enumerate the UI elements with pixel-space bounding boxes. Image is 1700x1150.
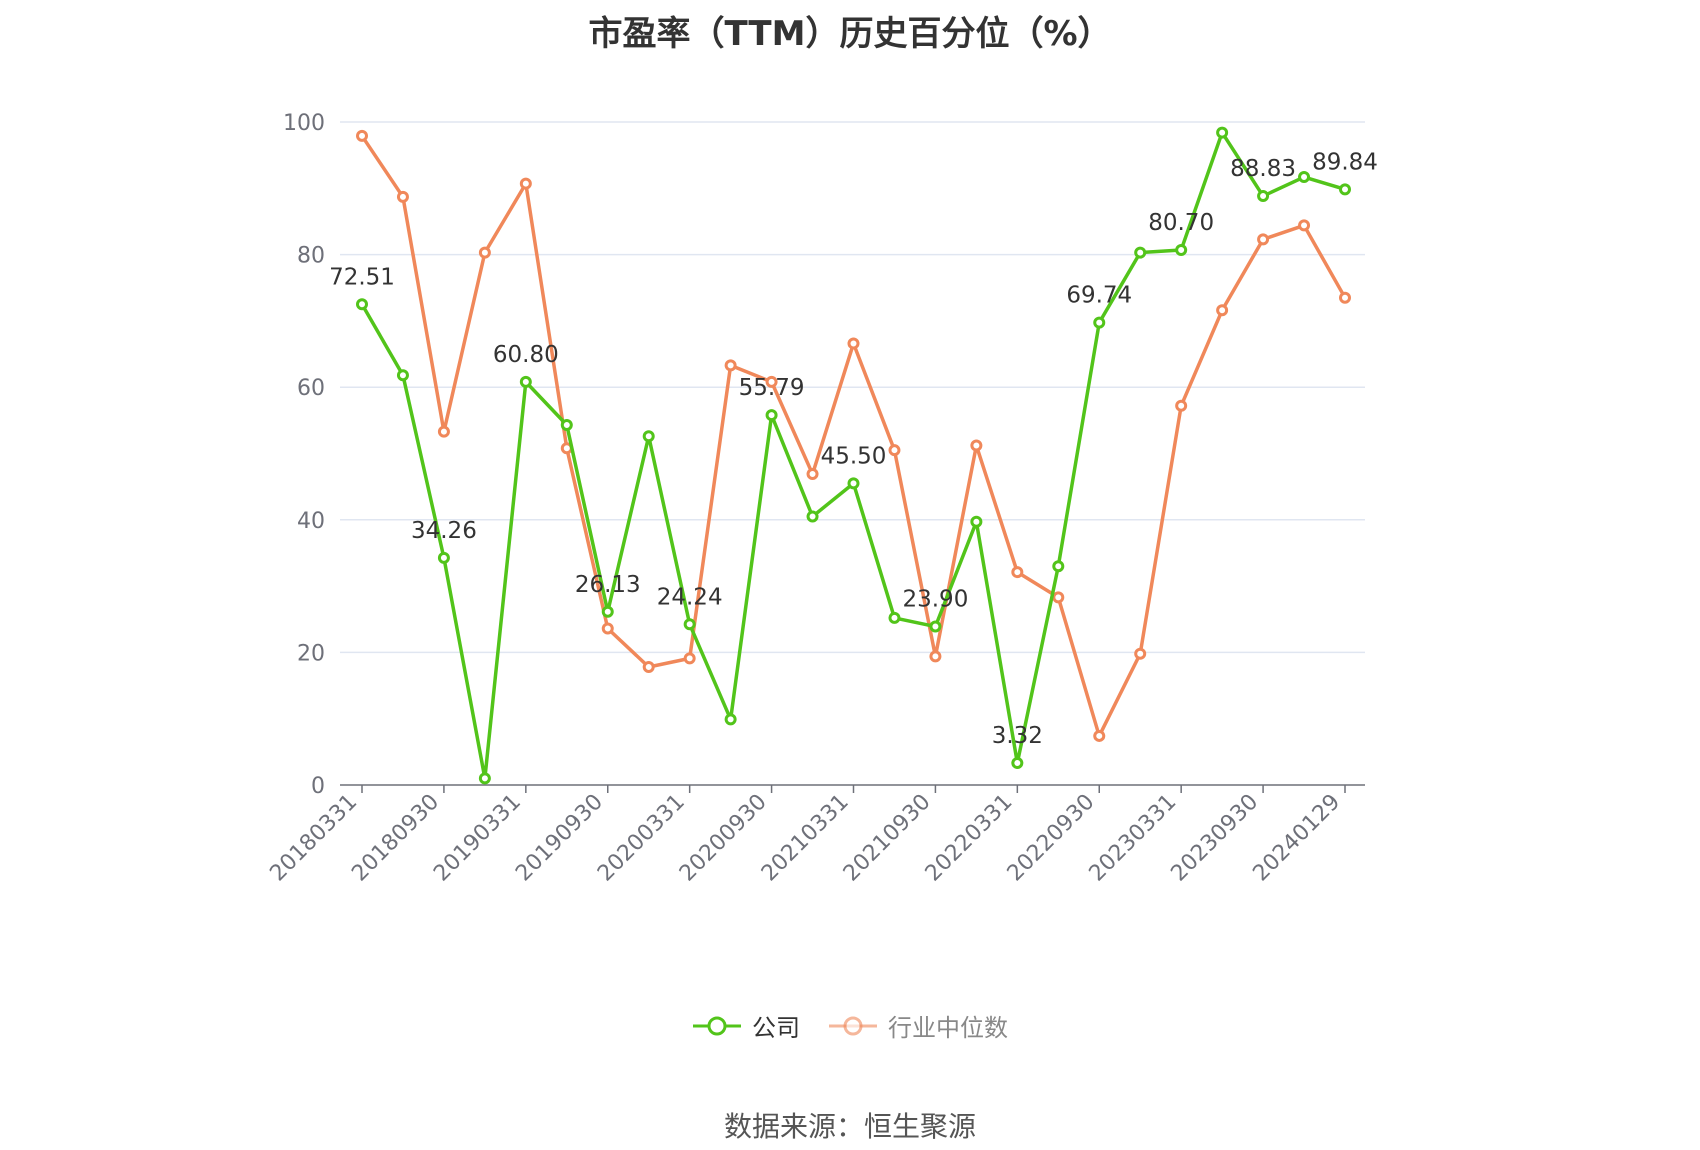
data-point-company [478, 772, 491, 785]
data-point-company [642, 430, 655, 443]
data-point-industry-median [396, 190, 409, 203]
data-point-company [1257, 190, 1270, 203]
data-point-company [806, 510, 819, 523]
data-label: 69.74 [1066, 283, 1132, 309]
data-label: 89.84 [1312, 149, 1378, 175]
data-point-industry-median [356, 129, 368, 142]
data-point-industry-median [519, 177, 532, 190]
data-point-industry-median [847, 337, 860, 350]
data-point-industry-median [888, 444, 901, 457]
data-label: 80.70 [1148, 210, 1214, 236]
data-label: 72.51 [329, 264, 395, 290]
y-tick-label: 100 [283, 111, 325, 136]
data-point-company [437, 551, 450, 564]
data-point-industry-median [642, 660, 655, 673]
data-point-industry-median [601, 622, 614, 635]
legend-item-company[interactable]: 公司 [692, 1008, 800, 1043]
data-label: 60.80 [493, 342, 559, 368]
data-point-industry-median [1052, 591, 1065, 604]
data-point-company [560, 418, 573, 431]
data-point-industry-median [1257, 233, 1270, 246]
data-point-company [929, 620, 942, 633]
data-point-industry-median [1175, 399, 1188, 412]
data-label: 3.32 [992, 723, 1043, 749]
data-label: 88.83 [1230, 156, 1296, 182]
data-label: 55.79 [739, 375, 805, 401]
x-tick-label: 20230930 [1166, 790, 1263, 887]
x-tick-label: 20180331 [265, 790, 362, 887]
data-point-industry-median [806, 468, 819, 481]
y-tick-label: 80 [297, 244, 325, 269]
data-label: 23.90 [902, 587, 968, 613]
x-tick-label: 20190930 [511, 790, 608, 887]
data-point-industry-median [1298, 219, 1311, 232]
legend-label-company: 公司 [752, 1014, 800, 1042]
data-source: 数据来源：恒生聚源 [723, 1110, 976, 1143]
y-tick-label: 0 [311, 774, 325, 799]
x-tick-label: 20240129 [1248, 790, 1345, 887]
data-point-industry-median [970, 439, 983, 452]
data-point-company [847, 477, 860, 490]
data-point-company [1339, 183, 1351, 196]
y-tick-label: 40 [297, 509, 325, 534]
data-point-industry-median [437, 425, 450, 438]
legend-label-industry-median: 行业中位数 [888, 1014, 1008, 1042]
series-lines [356, 126, 1351, 785]
x-tick-label: 20220331 [921, 790, 1018, 887]
data-point-company [1175, 243, 1188, 256]
chart-title: 市盈率（TTM）历史百分位（%） [588, 14, 1112, 54]
x-tick-label: 20180930 [347, 790, 444, 887]
data-point-industry-median [1011, 566, 1024, 579]
y-tick-label: 60 [297, 376, 325, 401]
legend-symbol-company [693, 1016, 741, 1035]
data-point-company [1011, 756, 1024, 769]
data-labels: 72.51 34.26 60.80 26.13 24.24 55.79 45.50 23.90… [329, 149, 1378, 749]
data-point-industry-median [1134, 647, 1147, 660]
data-point-industry-median [724, 359, 737, 372]
legend: 公司 行业中位数 [0, 1008, 1700, 1043]
x-tick-label: 20210331 [757, 790, 854, 887]
x-tick-label: 20230331 [1085, 790, 1182, 887]
data-point-industry-median [1093, 729, 1106, 742]
data-point-company [765, 409, 778, 422]
data-point-industry-median [683, 652, 696, 665]
x-tick-label: 20210930 [839, 790, 936, 887]
data-point-industry-median [929, 650, 942, 663]
data-label: 34.26 [411, 518, 477, 544]
data-point-industry-median [1216, 304, 1229, 317]
data-point-industry-median [765, 375, 778, 388]
data-point-company [1134, 246, 1147, 259]
data-point-company [1093, 316, 1106, 329]
grid-lines [340, 121, 1365, 654]
data-point-company [356, 298, 368, 311]
data-point-company [1298, 171, 1311, 184]
data-point-company [1052, 560, 1065, 573]
x-tick-label: 20190331 [429, 790, 526, 887]
data-point-company [683, 618, 696, 631]
y-tick-label: 20 [297, 641, 325, 666]
data-label: 26.13 [575, 572, 641, 598]
data-label: 45.50 [821, 443, 887, 469]
x-tick-label: 20200331 [593, 790, 690, 887]
data-point-company [970, 515, 983, 528]
data-point-industry-median [1339, 291, 1351, 304]
data-point-industry-median [478, 246, 491, 259]
x-tick-label: 20220930 [1003, 790, 1100, 887]
x-tick-label: 20200930 [675, 790, 772, 887]
legend-item-industry-median[interactable]: 行业中位数 [828, 1008, 1008, 1043]
legend-symbol-industry-median [829, 1016, 877, 1035]
data-point-company [1216, 126, 1229, 139]
data-point-company [888, 611, 901, 624]
data-point-company [724, 713, 737, 726]
data-point-company [601, 605, 614, 618]
data-point-company [519, 375, 532, 388]
data-point-company [396, 369, 409, 382]
data-label: 24.24 [657, 584, 723, 610]
